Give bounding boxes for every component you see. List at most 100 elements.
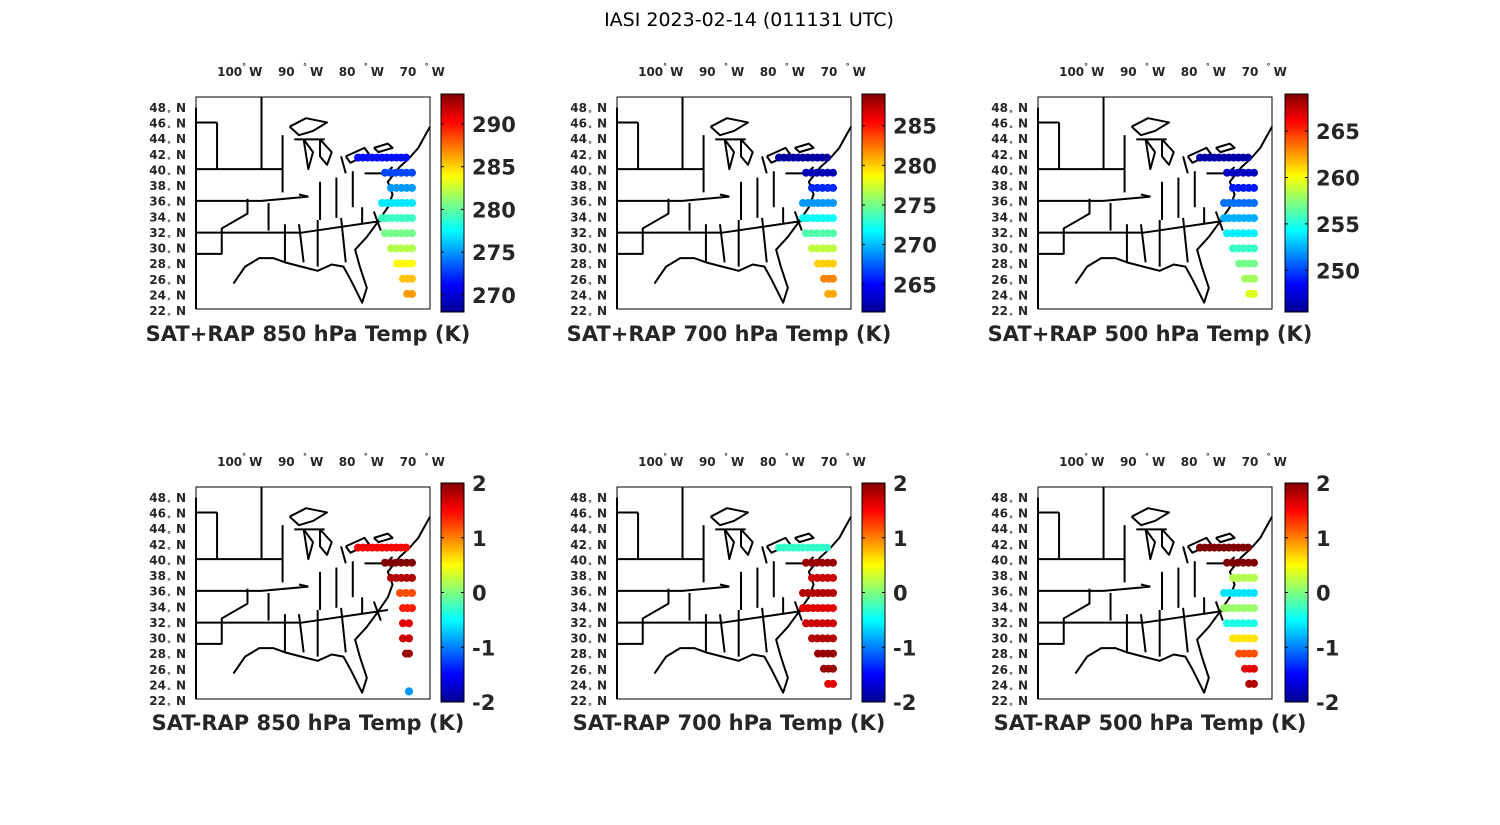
degree-symbol: ° — [167, 109, 171, 118]
lat-tick-label: 24 — [149, 288, 166, 302]
panel-title: SAT-RAP 700 hPa Temp (K) — [573, 711, 886, 735]
state-border — [340, 546, 347, 564]
observation-swath — [1196, 153, 1258, 298]
obs-point — [408, 589, 416, 597]
lat-tick-label: 28 — [149, 257, 166, 271]
lat-suffix: N — [597, 647, 607, 661]
obs-point — [408, 289, 416, 298]
lon-suffix: W — [670, 455, 683, 469]
obs-point — [1250, 214, 1258, 223]
lat-suffix: N — [597, 507, 607, 521]
obs-point — [829, 274, 837, 283]
state-border — [761, 607, 768, 653]
lon-tick-label: 100 — [217, 65, 242, 79]
obs-point — [823, 153, 831, 162]
panel-2: 100 ° W 90 ° W 80 ° W 70 ° W48 ° N46 ° N44 ° N42 ° N40 ° N38 °… — [567, 62, 937, 346]
observation-swath — [354, 543, 416, 696]
lat-tick-label: 40 — [570, 163, 587, 177]
lat-tick-label: 46 — [570, 117, 587, 131]
lat-tick-label: 24 — [149, 678, 166, 692]
degree-symbol: ° — [1009, 655, 1013, 664]
lat-suffix: N — [1018, 632, 1028, 646]
lat-suffix: N — [1018, 569, 1028, 583]
degree-symbol: ° — [167, 624, 171, 633]
degree-symbol: ° — [1009, 530, 1013, 539]
lat-suffix: N — [176, 507, 186, 521]
lat-suffix: N — [1018, 132, 1028, 146]
state-border — [298, 193, 309, 198]
lat-tick-label: 32 — [991, 226, 1008, 240]
state-border — [1139, 224, 1147, 263]
state-border — [1182, 546, 1189, 564]
great-lake — [319, 528, 333, 556]
degree-symbol: ° — [1009, 187, 1013, 196]
panel-title: SAT+RAP 700 hPa Temp (K) — [567, 322, 892, 346]
lat-tick-label: 32 — [149, 616, 166, 630]
great-lake — [740, 528, 754, 556]
observation-swath — [1196, 543, 1258, 688]
figure-title: IASI 2023-02-14 (011131 UTC) — [604, 9, 894, 31]
state-border — [340, 607, 347, 653]
great-lake — [1130, 507, 1171, 527]
lat-suffix: N — [597, 226, 607, 240]
degree-symbol: ° — [588, 702, 592, 711]
lat-tick-label: 38 — [991, 569, 1008, 583]
obs-point — [1250, 183, 1258, 192]
observation-swath — [775, 153, 837, 298]
lat-suffix: N — [1018, 101, 1028, 115]
degree-symbol: ° — [167, 265, 171, 274]
lon-tick-label: 90 — [699, 455, 716, 469]
colorbar-tick-label: 250 — [1316, 259, 1360, 283]
state-border — [1182, 217, 1189, 263]
degree-symbol: ° — [1009, 125, 1013, 134]
degree-symbol: ° — [724, 452, 728, 461]
lat-suffix: N — [597, 538, 607, 552]
obs-point — [408, 168, 416, 177]
lon-tick-label: 70 — [1242, 455, 1259, 469]
degree-symbol: ° — [167, 203, 171, 212]
degree-symbol: ° — [1009, 624, 1013, 633]
state-borders — [195, 97, 431, 309]
coastline — [653, 516, 852, 694]
degree-symbol: ° — [1206, 452, 1210, 461]
obs-point — [1250, 573, 1258, 582]
degree-symbol: ° — [1009, 171, 1013, 180]
state-border — [196, 218, 389, 234]
lat-suffix: N — [1018, 195, 1028, 209]
lat-suffix: N — [1018, 507, 1028, 521]
lat-suffix: N — [176, 132, 186, 146]
state-borders — [195, 487, 431, 699]
obs-point — [408, 183, 416, 192]
degree-symbol: ° — [303, 452, 307, 461]
degree-symbol: ° — [588, 218, 592, 227]
degree-symbol: ° — [167, 250, 171, 259]
degree-symbol: ° — [303, 62, 307, 71]
lon-suffix: W — [792, 65, 805, 79]
lat-tick-label: 38 — [570, 179, 587, 193]
lat-tick-label: 24 — [570, 288, 587, 302]
obs-point — [1250, 558, 1258, 567]
state-border — [196, 585, 309, 592]
degree-symbol: ° — [167, 530, 171, 539]
panel-title: SAT+RAP 850 hPa Temp (K) — [146, 322, 471, 346]
lon-suffix: W — [792, 455, 805, 469]
lat-suffix: N — [597, 179, 607, 193]
state-border — [196, 608, 389, 624]
obs-point — [829, 558, 837, 567]
colorbar-tick-label: 1 — [1316, 527, 1331, 551]
state-border — [1038, 218, 1231, 234]
degree-symbol: ° — [588, 546, 592, 555]
lat-tick-label: 24 — [991, 288, 1008, 302]
obs-point — [829, 679, 837, 688]
degree-symbol: ° — [588, 686, 592, 695]
colorbar-tick-label: 275 — [472, 241, 516, 265]
obs-point — [1250, 664, 1258, 673]
lon-tick-label: 90 — [1120, 65, 1137, 79]
degree-symbol: ° — [167, 561, 171, 570]
lat-tick-label: 36 — [991, 585, 1008, 599]
degree-symbol: ° — [724, 62, 728, 71]
lat-tick-label: 32 — [149, 226, 166, 240]
colorbar-tick-label: 2 — [893, 472, 908, 496]
lat-suffix: N — [1018, 647, 1028, 661]
